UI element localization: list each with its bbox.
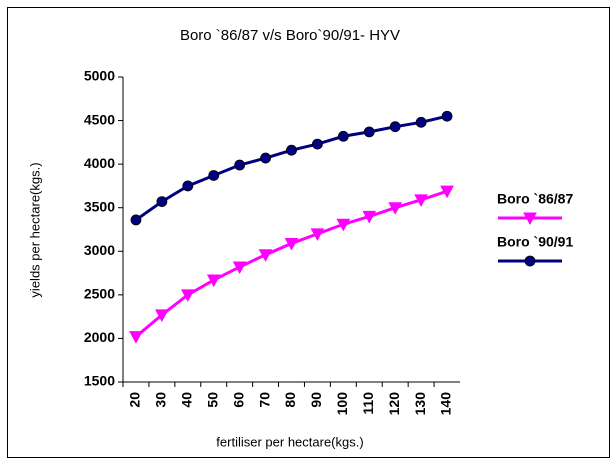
point bbox=[155, 309, 169, 322]
point bbox=[312, 138, 323, 150]
y-tick-label: 4000 bbox=[84, 155, 115, 171]
point bbox=[415, 116, 427, 128]
point bbox=[260, 152, 271, 164]
x-tick-label: 40 bbox=[179, 392, 195, 408]
x-tick-label: 80 bbox=[282, 392, 298, 408]
point bbox=[206, 274, 221, 288]
x-tick-label: 110 bbox=[360, 392, 376, 415]
point bbox=[156, 196, 168, 208]
point bbox=[284, 237, 299, 251]
x-tick-label: 140 bbox=[438, 392, 454, 416]
point bbox=[414, 194, 428, 207]
chart-title: Boro `86/87 v/s Boro`90/91- HYV bbox=[180, 27, 400, 44]
legend-marker bbox=[523, 212, 537, 226]
point bbox=[440, 185, 454, 199]
point bbox=[336, 218, 351, 232]
legend-label: Boro `86/87 bbox=[497, 191, 573, 207]
x-tick-label: 70 bbox=[256, 392, 272, 408]
y-tick-label: 3000 bbox=[84, 242, 115, 258]
point bbox=[389, 121, 401, 133]
y-tick-label: 2000 bbox=[84, 329, 115, 345]
point bbox=[234, 159, 246, 171]
point bbox=[258, 249, 273, 262]
point bbox=[310, 228, 325, 241]
y-tick-label: 4500 bbox=[84, 111, 115, 127]
point bbox=[182, 180, 194, 192]
x-tick-label: 120 bbox=[386, 392, 402, 416]
x-tick-label: 90 bbox=[308, 392, 324, 408]
y-axis-title: yields per hectare(kgs.) bbox=[27, 162, 42, 297]
point bbox=[129, 331, 143, 344]
x-tick-label: 60 bbox=[230, 392, 246, 408]
y-tick-label: 1500 bbox=[84, 373, 115, 389]
x-tick-label: 100 bbox=[334, 392, 350, 416]
point bbox=[388, 202, 403, 215]
point bbox=[208, 170, 220, 181]
y-tick-label: 5000 bbox=[84, 68, 115, 84]
legend-marker bbox=[524, 255, 536, 267]
point bbox=[180, 289, 195, 302]
point bbox=[337, 130, 349, 142]
x-tick-label: 30 bbox=[153, 392, 169, 408]
x-axis-title: fertiliser per hectare(kgs.) bbox=[216, 434, 363, 449]
y-tick-label: 2500 bbox=[84, 286, 115, 302]
point bbox=[286, 144, 297, 156]
point bbox=[130, 214, 142, 226]
point bbox=[232, 261, 247, 275]
x-tick-label: 50 bbox=[204, 392, 220, 408]
y-tick-label: 3500 bbox=[84, 198, 115, 214]
point bbox=[441, 110, 453, 122]
point bbox=[363, 126, 375, 138]
x-tick-label: 20 bbox=[127, 392, 143, 408]
legend-label: Boro `90/91 bbox=[497, 234, 573, 250]
x-tick-label: 130 bbox=[412, 392, 428, 416]
point bbox=[362, 210, 377, 224]
